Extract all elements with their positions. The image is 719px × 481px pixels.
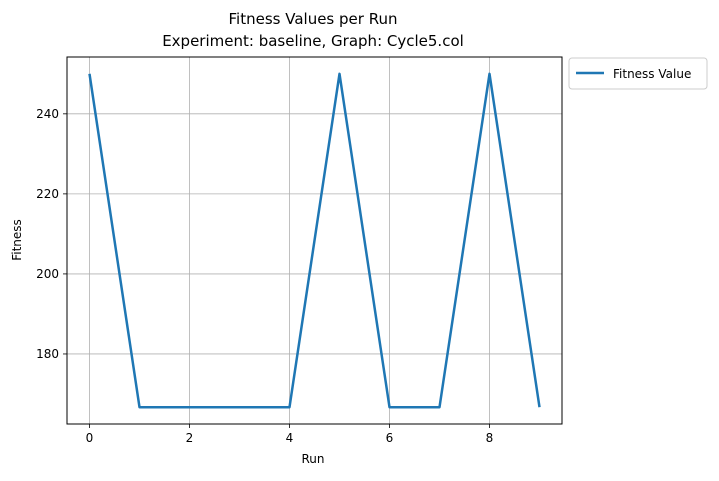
x-axis-label: Run [301, 452, 324, 466]
x-tick-label: 6 [386, 431, 394, 445]
legend-frame [568, 57, 708, 90]
x-tick-label: 4 [286, 431, 294, 445]
y-tick-label: 220 [36, 187, 59, 201]
chart-subtitle: Experiment: baseline, Graph: Cycle5.col [162, 32, 464, 50]
axis-ticks: 0 2 4 6 8 180 200 220 240 [36, 107, 493, 445]
legend: Fitness Value [568, 57, 708, 90]
series-layer [88, 72, 541, 409]
y-tick-label: 180 [36, 347, 59, 361]
y-tick-label: 240 [36, 107, 59, 121]
y-axis-label: Fitness [10, 219, 24, 261]
x-tick-label: 8 [486, 431, 494, 445]
grid [67, 57, 562, 424]
plot-frame [66, 56, 563, 425]
x-tick-label: 0 [86, 431, 94, 445]
legend-label: Fitness Value [613, 67, 691, 81]
x-tick-label: 2 [186, 431, 194, 445]
series-line-fitness-value [88, 72, 541, 409]
y-tick-label: 200 [36, 267, 59, 281]
chart-title: Fitness Values per Run [229, 10, 398, 28]
